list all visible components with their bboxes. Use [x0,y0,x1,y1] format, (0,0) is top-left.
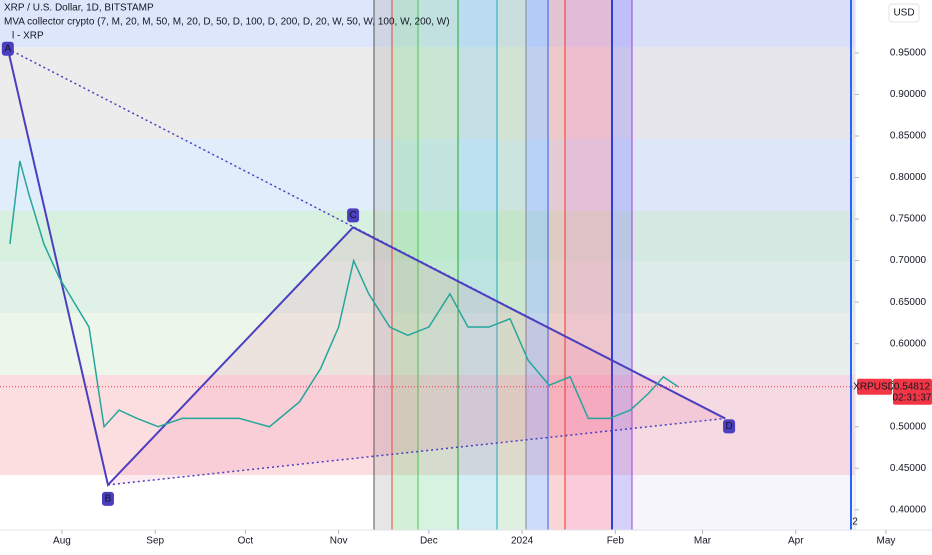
y-tick-label: 0.65000 [890,297,927,308]
y-tick-label: 0.50000 [890,421,927,432]
y-tick-label: 0.90000 [890,89,927,100]
pane-label: 2 [852,517,858,528]
band [0,139,855,211]
pattern-fill [107,227,726,485]
band [612,0,632,530]
last-price-name: XRPUSD [853,381,895,392]
band [0,211,855,261]
last-price-box [893,378,932,405]
pattern-line [6,48,726,487]
band [374,0,392,530]
band [526,0,548,530]
chart-title: XRP / U.S. Dollar, 1D, BITSTAMP [4,3,154,14]
y-tick-label: 0.60000 [890,338,927,349]
x-tick-label: Sep [146,536,164,547]
pattern-label-bg [723,419,736,434]
x-tick-label: 2024 [511,536,534,547]
band [565,0,612,530]
band [548,0,565,530]
y-tick-label: 0.70000 [890,255,927,266]
pattern-label: B [105,494,112,505]
band [0,47,855,139]
time-lines [373,0,852,530]
y-tick-label: 0.40000 [890,504,927,515]
price-line [9,160,679,429]
pattern-label: D [725,421,732,432]
last-price-box [857,378,892,395]
x-tick-label: Aug [53,536,71,547]
pattern-label-bg [101,491,114,506]
fib-bands [0,0,855,475]
y-tick-label: 0.75000 [890,214,927,225]
x-tick-label: Nov [330,536,348,547]
y-tick-label: 0.85000 [890,131,927,142]
band [0,313,855,375]
y-tick-label: 0.80000 [890,172,927,183]
band [632,0,855,530]
pattern-label: A [4,43,11,54]
trend-line [107,417,726,486]
currency: USD [893,8,914,19]
countdown: 02:31:37 [893,392,932,403]
last-price-value: 0.54812 [894,381,931,392]
x-tick-label: Feb [607,536,625,547]
pattern-label: C [349,210,356,221]
band [0,0,855,47]
pattern-label-bg [1,41,14,56]
x-tick-label: Dec [420,536,438,547]
y-tick-label: 0.95000 [890,48,927,59]
pattern-label-bg [347,208,360,223]
band [0,375,855,475]
pattern-layer [6,48,726,487]
indicator: MVA collector crypto (7, M, 20, M, 50, M… [4,17,450,28]
x-tick-label: Apr [788,536,804,547]
indicator2: l - XRP [12,31,44,42]
currency-box[interactable] [888,3,920,23]
band [392,0,418,530]
time-bands [374,0,855,530]
x-tick-label: Oct [238,536,254,547]
band [458,0,497,530]
y-tick-label: 0.45000 [890,463,927,474]
x-tick-label: Mar [694,536,712,547]
band [0,261,855,313]
x-tick-label: May [877,536,896,547]
band [497,0,526,530]
